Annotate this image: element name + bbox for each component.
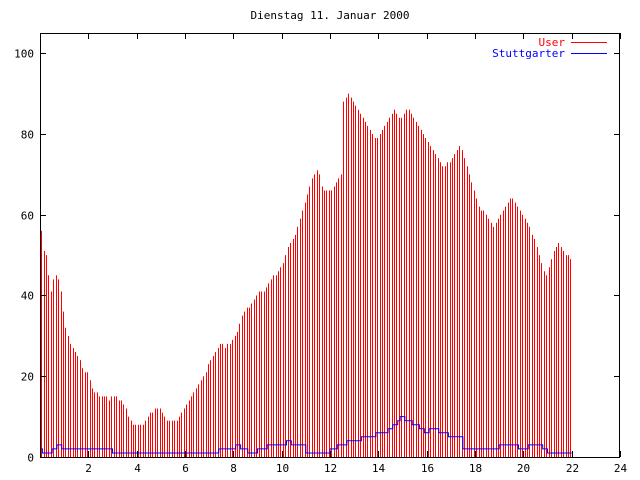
x-tick-label: 8 <box>230 462 237 475</box>
y-tick-label: 60 <box>21 210 34 223</box>
x-tick-label: 20 <box>517 462 530 475</box>
x-tick-label: 16 <box>421 462 434 475</box>
user-series-bars <box>41 93 571 457</box>
y-tick-label: 0 <box>27 452 34 465</box>
legend: User Stuttgarter <box>492 36 607 60</box>
legend-label-user: User <box>539 36 566 49</box>
stuttgarter-line <box>40 416 572 454</box>
x-tick-label: 12 <box>324 462 337 475</box>
x-tick-label: 18 <box>469 462 482 475</box>
x-tick-label: 6 <box>182 462 189 475</box>
x-tick-label: 14 <box>372 462 386 475</box>
chart-title: Dienstag 11. Januar 2000 <box>251 9 410 22</box>
x-tick-label: 24 <box>614 462 628 475</box>
x-tick-label: 10 <box>276 462 289 475</box>
y-tick-label: 40 <box>21 290 34 303</box>
y-tick-label: 80 <box>21 129 34 142</box>
x-axis: 2 4 6 8 10 12 14 16 18 20 22 24 <box>85 33 627 475</box>
y-tick-label: 20 <box>21 371 34 384</box>
stuttgarter-series-line-group <box>40 416 572 454</box>
y-axis: 0 20 40 60 80 100 <box>14 48 620 465</box>
legend-label-stuttgarter: Stuttgarter <box>492 47 565 60</box>
x-tick-label: 2 <box>85 462 92 475</box>
x-tick-label: 4 <box>134 462 141 475</box>
x-tick-label: 22 <box>566 462 579 475</box>
y-tick-label: 100 <box>14 48 34 61</box>
